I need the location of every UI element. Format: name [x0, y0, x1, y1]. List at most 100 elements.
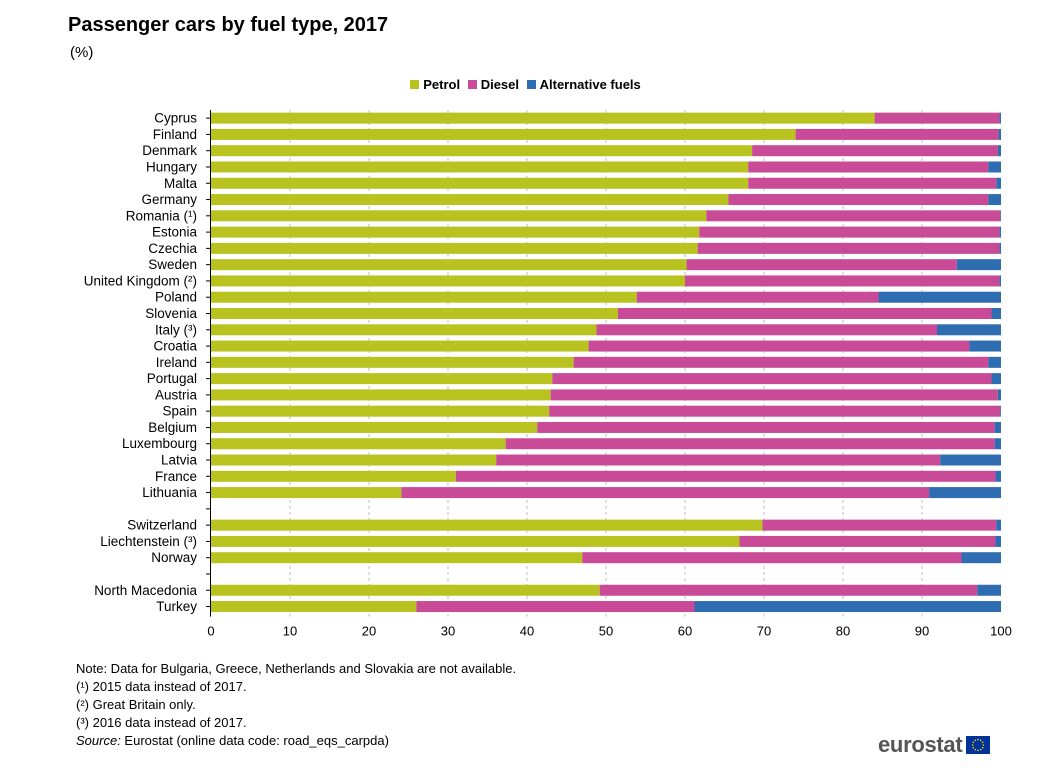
eurostat-logo: eurostat — [878, 732, 991, 758]
y-tick-label: Portugal — [147, 371, 197, 386]
bar-segment-diesel — [550, 389, 998, 401]
bar-segment-petrol — [211, 161, 749, 173]
note-text: Note: Data for Bulgaria, Greece, Netherl… — [76, 661, 517, 676]
legend: Petrol Diesel Alternative fuels — [0, 77, 1051, 92]
bar-segment-alternative-fuels — [997, 389, 1001, 401]
bar-segment-diesel — [596, 324, 938, 336]
legend-item-diesel: Diesel — [467, 77, 519, 92]
bar-segment-diesel — [573, 356, 989, 368]
bar-segment-diesel — [748, 177, 997, 189]
y-tick-label: Liechtenstein (³) — [100, 534, 197, 549]
y-tick-label: Romania (¹) — [126, 208, 197, 223]
footnote-2: (²) Great Britain only. — [76, 697, 196, 712]
bar-segment-diesel — [588, 340, 970, 352]
bar-segment-alternative-fuels — [969, 340, 1001, 352]
bar-segment-alternative-fuels — [694, 601, 1001, 613]
bar-segment-petrol — [211, 145, 753, 157]
footnote-1: (¹) 2015 data instead of 2017. — [76, 679, 247, 694]
legend-swatch-alternative — [526, 80, 536, 89]
bar-segment-diesel — [728, 194, 989, 206]
legend-swatch-petrol — [410, 80, 420, 89]
bar-segment-alternative-fuels — [940, 454, 1001, 466]
bar-segment-petrol — [211, 438, 506, 450]
bar-segment-alternative-fuels — [977, 584, 1001, 596]
bar-segment-alternative-fuels — [1000, 210, 1001, 222]
bar-segment-alternative-fuels — [999, 112, 1001, 124]
y-tick-label: Cyprus — [154, 111, 197, 126]
bar-segment-alternative-fuels — [988, 194, 1001, 206]
legend-item-alternative: Alternative fuels — [526, 77, 641, 92]
bar-segment-petrol — [211, 389, 551, 401]
y-tick-label: Sweden — [148, 257, 197, 272]
x-tick-label: 20 — [362, 624, 376, 639]
flag-star — [983, 744, 985, 746]
y-tick-label: Hungary — [146, 159, 197, 174]
bar-segment-petrol — [211, 128, 796, 140]
bar-segment-alternative-fuels — [929, 487, 1001, 499]
y-tick-label: Italy (³) — [155, 322, 197, 337]
stacked-bar-chart: 0 10 20 30 40 50 60 70 80 90 100 CyprusFinlandDenma… — [84, 110, 1012, 639]
y-tick-label: Luxembourg — [122, 436, 197, 451]
bar-segment-diesel — [685, 275, 1000, 287]
bar-segment-petrol — [211, 421, 538, 433]
y-tick-label: Switzerland — [127, 518, 197, 533]
x-tick-label: 40 — [520, 624, 534, 639]
bar-segment-petrol — [211, 112, 875, 124]
bar-segment-alternative-fuels — [999, 226, 1001, 238]
bar-segment-alternative-fuels — [995, 535, 1001, 547]
bar-segment-diesel — [416, 601, 695, 613]
bar-segment-petrol — [211, 487, 402, 499]
bar-segment-alternative-fuels — [1000, 405, 1001, 417]
bar-segment-alternative-fuels — [997, 145, 1001, 157]
bar-segment-alternative-fuels — [991, 373, 1001, 385]
y-tick-label: Lithuania — [142, 485, 197, 500]
legend-item-petrol: Petrol — [410, 77, 460, 92]
x-tick-label: 100 — [990, 624, 1012, 639]
y-tick-label: Slovenia — [145, 306, 197, 321]
bar-segment-petrol — [211, 535, 740, 547]
bar-segment-petrol — [211, 601, 417, 613]
bar-segment-petrol — [211, 308, 618, 319]
legend-swatch-diesel — [467, 80, 477, 89]
source-line: Source: Eurostat (online data code: road… — [76, 732, 516, 750]
bar-segment-petrol — [211, 454, 497, 466]
bar-segment-diesel — [739, 535, 996, 547]
bar-segment-diesel — [505, 438, 995, 450]
bar-segment-diesel — [549, 405, 1001, 417]
x-tick-label: 80 — [836, 624, 850, 639]
y-tick-label: Austria — [155, 387, 198, 402]
bar-segment-diesel — [752, 145, 998, 157]
flag-star — [972, 746, 975, 749]
notes: Note: Data for Bulgaria, Greece, Netherl… — [76, 660, 516, 750]
bar-segment-diesel — [795, 128, 999, 140]
bar-segment-diesel — [599, 584, 978, 596]
bar-segment-alternative-fuels — [999, 275, 1001, 287]
bar-segment-alternative-fuels — [998, 128, 1001, 140]
x-tick-label: 90 — [915, 624, 929, 639]
bar-segment-petrol — [211, 373, 553, 385]
bar-segment-diesel — [697, 242, 1000, 254]
flag-star — [972, 741, 975, 744]
bar-segment-alternative-fuels — [995, 470, 1001, 482]
flag-star — [974, 748, 977, 751]
legend-label-petrol: Petrol — [423, 77, 461, 92]
bar-segment-diesel — [455, 470, 996, 482]
bar-segment-petrol — [211, 324, 597, 336]
y-tick-label: North Macedonia — [94, 583, 197, 598]
bar-segment-diesel — [617, 308, 992, 319]
bar-segment-petrol — [211, 210, 707, 222]
y-tick-label: Czechia — [148, 241, 197, 256]
flag-star — [982, 746, 984, 749]
bar-segment-alternative-fuels — [994, 421, 1001, 433]
bar-segment-diesel — [552, 373, 992, 385]
flag-star — [982, 741, 984, 744]
bar-segment-petrol — [211, 552, 583, 564]
y-tick-label: Malta — [164, 176, 198, 191]
flag-star — [980, 748, 982, 751]
bar-segment-petrol — [211, 275, 685, 287]
flag-star — [972, 744, 974, 746]
flag-star — [974, 739, 977, 742]
y-tick-label: Turkey — [156, 599, 197, 614]
bar-segment-diesel — [706, 210, 1001, 222]
chart-title: Passenger cars by fuel type, 2017 — [68, 14, 389, 36]
